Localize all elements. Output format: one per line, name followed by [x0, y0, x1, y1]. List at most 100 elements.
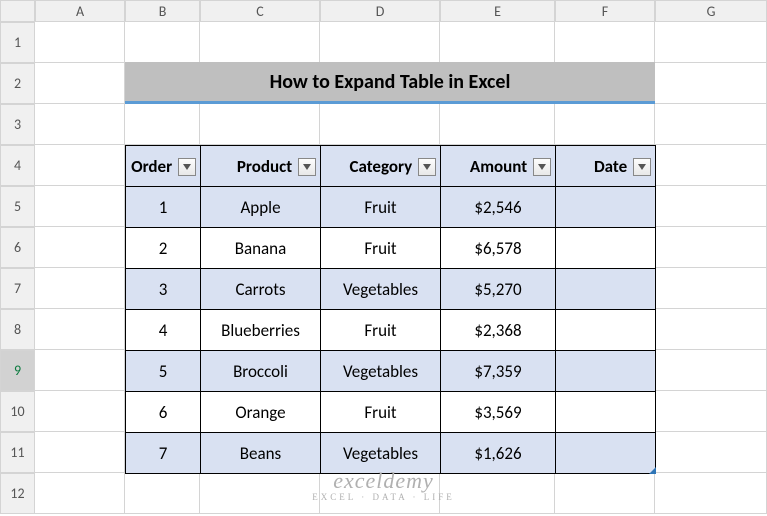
cell-date[interactable]: [556, 187, 656, 228]
filter-icon[interactable]: [418, 158, 436, 176]
cell[interactable]: [35, 104, 125, 145]
cell-order[interactable]: 4: [126, 310, 201, 351]
cell[interactable]: [125, 22, 200, 63]
cell-amount[interactable]: $5,270: [441, 269, 556, 310]
cell[interactable]: [655, 104, 767, 145]
col-header-D[interactable]: D: [320, 0, 440, 22]
cell-order[interactable]: 6: [126, 392, 201, 433]
cell[interactable]: [35, 309, 125, 350]
cell-product[interactable]: Broccoli: [201, 351, 321, 392]
row-header-3[interactable]: 3: [0, 104, 35, 145]
filter-icon[interactable]: [533, 158, 551, 176]
filter-icon[interactable]: [298, 158, 316, 176]
cell[interactable]: [655, 227, 767, 268]
cell[interactable]: [655, 350, 767, 391]
cell[interactable]: [655, 309, 767, 350]
cell-amount[interactable]: $2,368: [441, 310, 556, 351]
cell[interactable]: [125, 104, 200, 145]
row-header-7[interactable]: 7: [0, 268, 35, 309]
cell-date[interactable]: [556, 433, 656, 474]
cell[interactable]: [655, 391, 767, 432]
cell-amount[interactable]: $1,626: [441, 433, 556, 474]
cell-order[interactable]: 2: [126, 228, 201, 269]
col-header-C[interactable]: C: [200, 0, 320, 22]
col-header-B[interactable]: B: [125, 0, 200, 22]
header-date[interactable]: Date: [556, 146, 656, 187]
cell[interactable]: [655, 63, 767, 104]
row-header-4[interactable]: 4: [0, 145, 35, 186]
cell[interactable]: [655, 145, 767, 186]
cell-amount[interactable]: $2,546: [441, 187, 556, 228]
cell-category[interactable]: Vegetables: [321, 351, 441, 392]
cell[interactable]: [35, 145, 125, 186]
col-header-G[interactable]: G: [655, 0, 767, 22]
row-header-2[interactable]: 2: [0, 63, 35, 104]
cell[interactable]: [35, 186, 125, 227]
header-order[interactable]: Order: [126, 146, 201, 187]
col-header-E[interactable]: E: [440, 0, 555, 22]
cell[interactable]: [320, 104, 440, 145]
cell[interactable]: [35, 391, 125, 432]
cell[interactable]: [200, 22, 320, 63]
header-product[interactable]: Product: [201, 146, 321, 187]
cell-date[interactable]: [556, 351, 656, 392]
cell-order[interactable]: 5: [126, 351, 201, 392]
cell[interactable]: [35, 268, 125, 309]
cell[interactable]: [655, 268, 767, 309]
cell-amount[interactable]: $7,359: [441, 351, 556, 392]
cell[interactable]: [125, 473, 200, 514]
cell[interactable]: [35, 227, 125, 268]
cell[interactable]: [440, 473, 555, 514]
cell[interactable]: [655, 22, 767, 63]
cell-product[interactable]: Orange: [201, 392, 321, 433]
cell-date[interactable]: [556, 269, 656, 310]
header-amount[interactable]: Amount: [441, 146, 556, 187]
row-header-11[interactable]: 11: [0, 432, 35, 473]
cell-category[interactable]: Fruit: [321, 228, 441, 269]
table-resize-handle[interactable]: [649, 467, 656, 474]
cell-amount[interactable]: $3,569: [441, 392, 556, 433]
cell-category[interactable]: Fruit: [321, 310, 441, 351]
cell[interactable]: [655, 432, 767, 473]
cell[interactable]: [655, 186, 767, 227]
cell-order[interactable]: 1: [126, 187, 201, 228]
cell-category[interactable]: Fruit: [321, 187, 441, 228]
cell-product[interactable]: Banana: [201, 228, 321, 269]
cell[interactable]: [320, 22, 440, 63]
filter-icon[interactable]: [178, 158, 196, 176]
cell[interactable]: [200, 104, 320, 145]
cell[interactable]: [440, 22, 555, 63]
row-header-1[interactable]: 1: [0, 22, 35, 63]
cell[interactable]: [35, 473, 125, 514]
filter-icon[interactable]: [633, 158, 651, 176]
col-header-F[interactable]: F: [555, 0, 655, 22]
cell-date[interactable]: [556, 392, 656, 433]
cell-product[interactable]: Carrots: [201, 269, 321, 310]
cell-product[interactable]: Beans: [201, 433, 321, 474]
cell[interactable]: [35, 63, 125, 104]
col-header-A[interactable]: A: [35, 0, 125, 22]
select-all-corner[interactable]: [0, 0, 35, 22]
cell-product[interactable]: Apple: [201, 187, 321, 228]
cell[interactable]: [35, 350, 125, 391]
cell-order[interactable]: 3: [126, 269, 201, 310]
row-header-10[interactable]: 10: [0, 391, 35, 432]
row-header-8[interactable]: 8: [0, 309, 35, 350]
cell[interactable]: [555, 104, 655, 145]
cell[interactable]: [200, 473, 320, 514]
row-header-5[interactable]: 5: [0, 186, 35, 227]
cell-category[interactable]: Vegetables: [321, 269, 441, 310]
cell-order[interactable]: 7: [126, 433, 201, 474]
row-header-9[interactable]: 9: [0, 350, 35, 391]
cell[interactable]: [655, 473, 767, 514]
row-header-12[interactable]: 12: [0, 473, 35, 514]
cell[interactable]: [440, 104, 555, 145]
cell-amount[interactable]: $6,578: [441, 228, 556, 269]
cell[interactable]: [555, 473, 655, 514]
header-category[interactable]: Category: [321, 146, 441, 187]
cell-product[interactable]: Blueberries: [201, 310, 321, 351]
row-header-6[interactable]: 6: [0, 227, 35, 268]
cell-date[interactable]: [556, 310, 656, 351]
cell[interactable]: [35, 432, 125, 473]
cell-category[interactable]: Fruit: [321, 392, 441, 433]
